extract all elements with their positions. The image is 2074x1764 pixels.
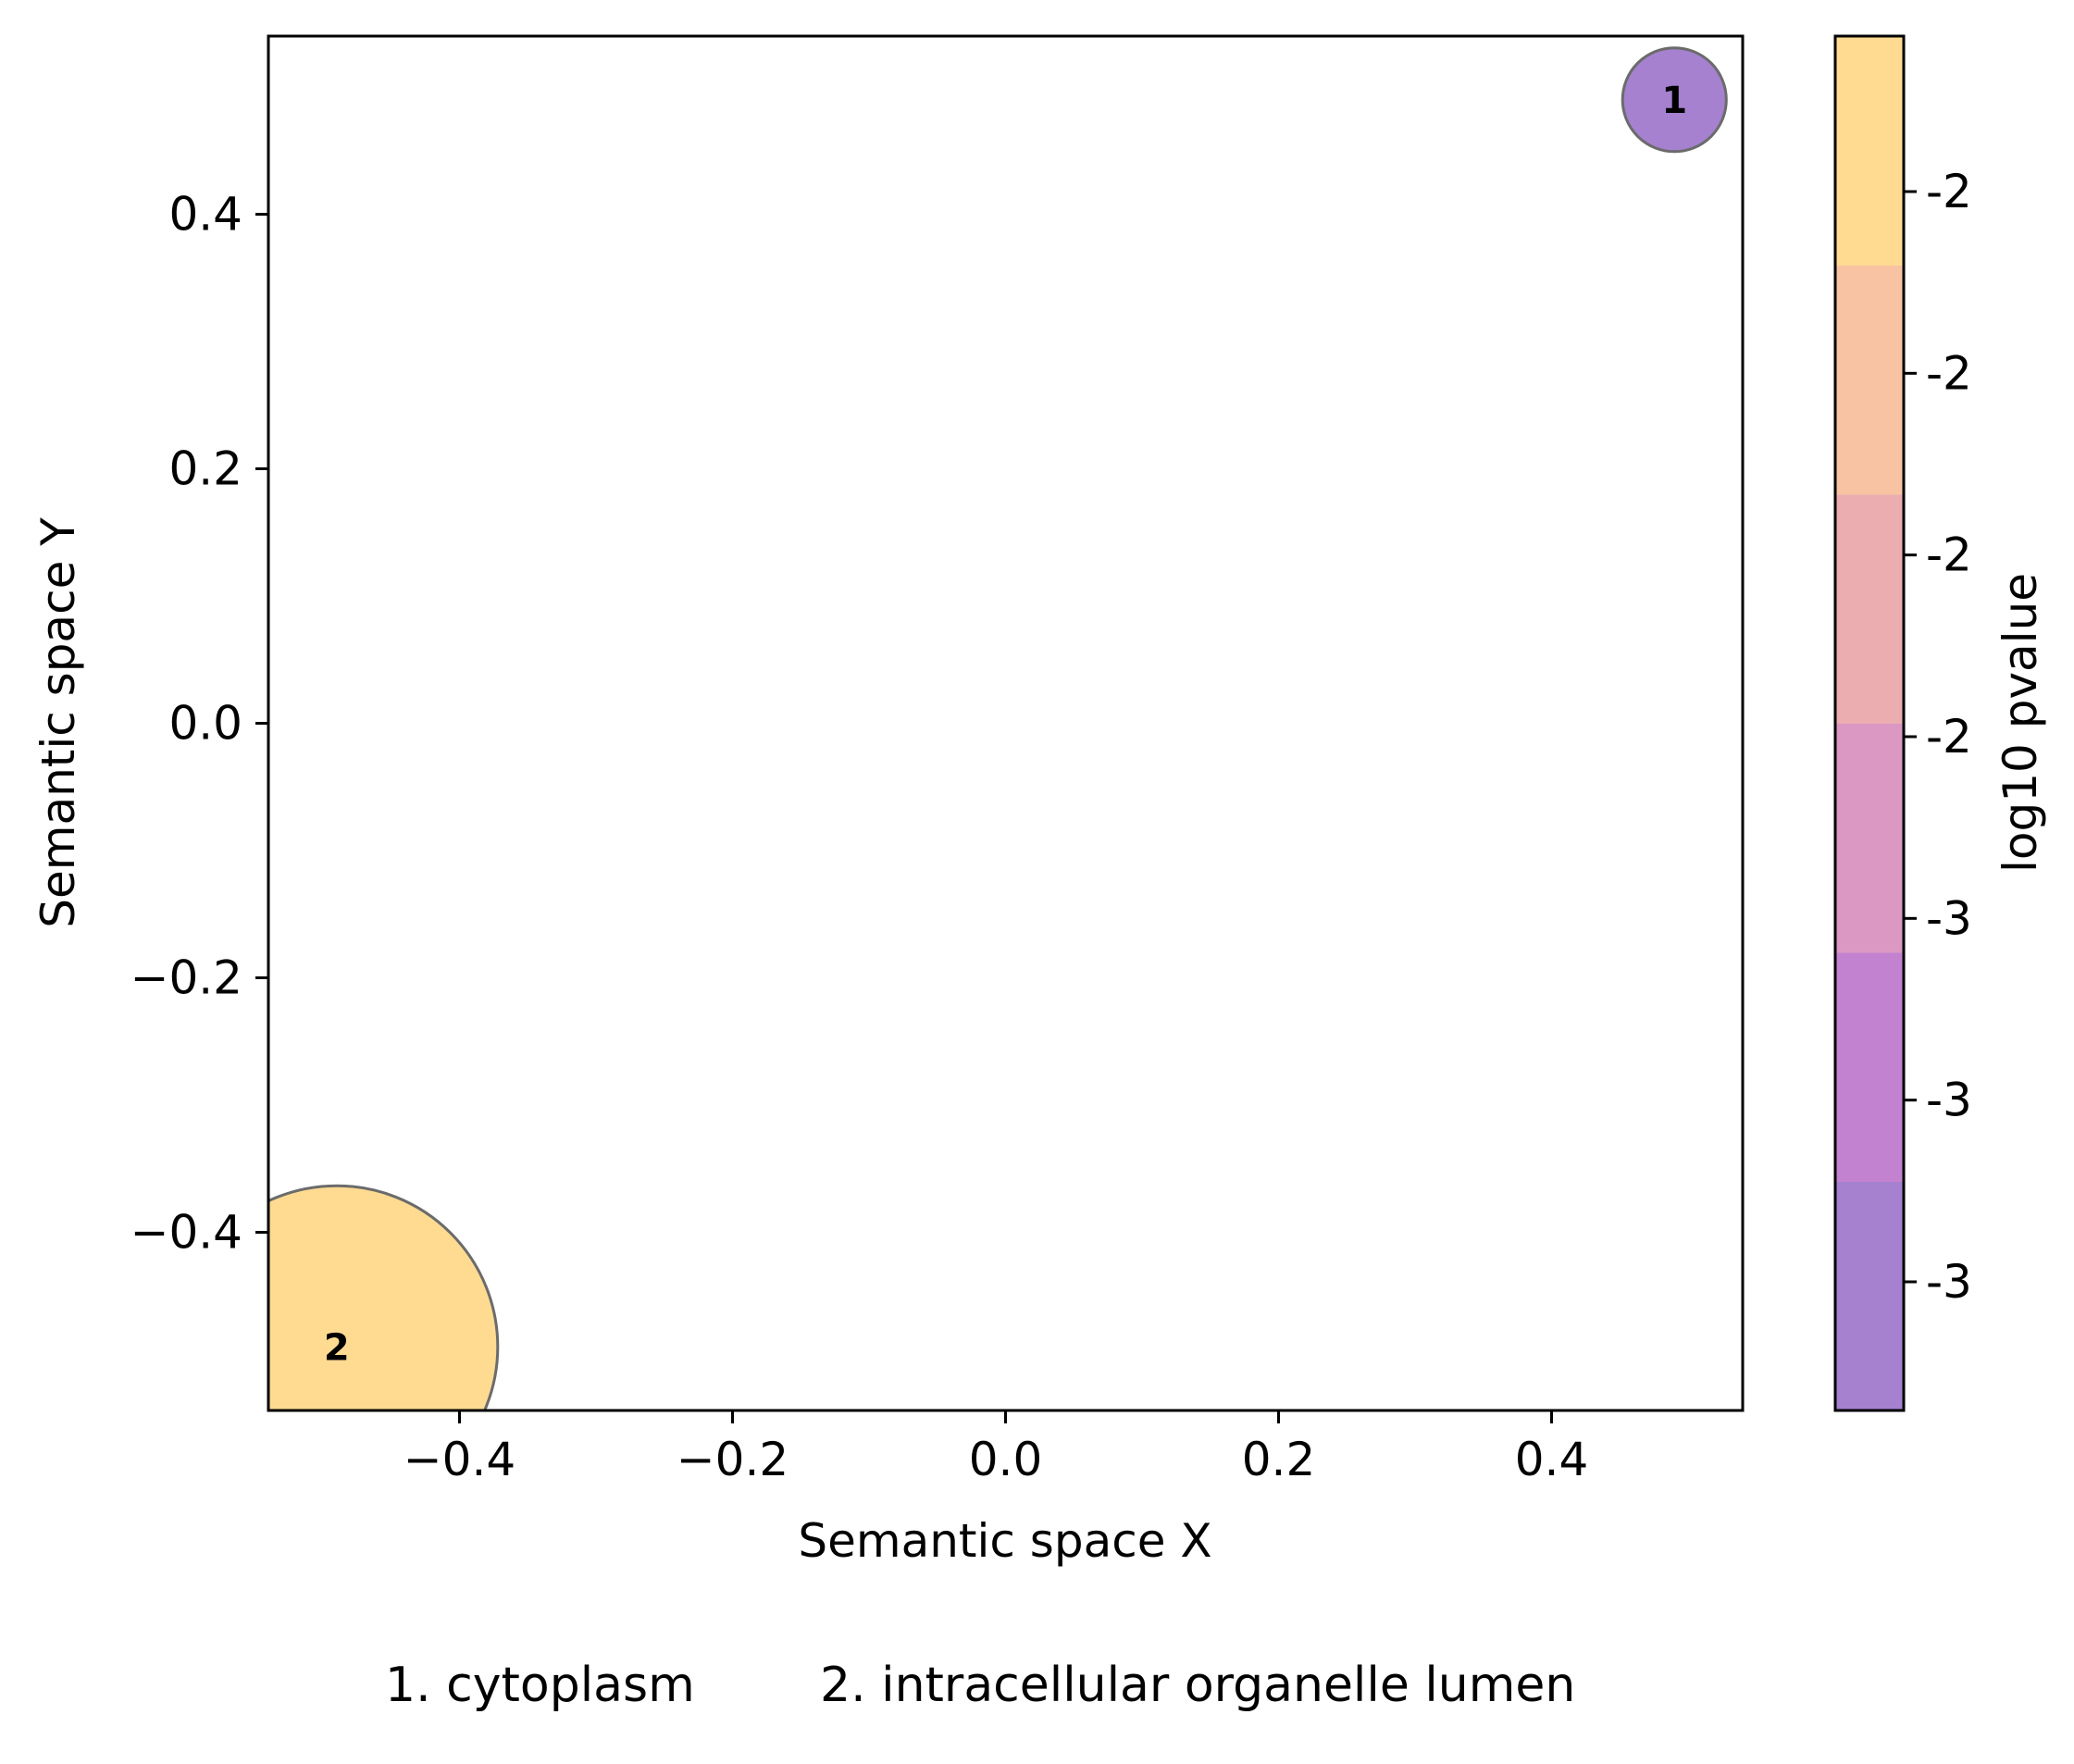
bubble-2 — [268, 1184, 500, 1410]
y-tick-label: 0.2 — [168, 442, 242, 496]
colorbar-band — [1835, 952, 1904, 1182]
x-tick-label: 0.2 — [1242, 1433, 1316, 1486]
y-tick-label: 0.0 — [168, 697, 242, 751]
colorbar-ticks: -3 -3 -3 -2 -2 -2 -2 — [1904, 165, 1972, 1309]
footer-legend: 1. cytoplasm 2. intracellular organelle … — [385, 1658, 1575, 1713]
colorbar-band — [1835, 723, 1904, 953]
colorbar-tick-label: -3 — [1926, 891, 1972, 945]
x-tick-label: −0.2 — [677, 1433, 789, 1486]
footer-legend-item-2: 2. intracellular organelle lumen — [820, 1658, 1575, 1713]
colorbar-tick-label: -2 — [1926, 528, 1972, 582]
colorbar-tick-label: -3 — [1926, 1074, 1972, 1127]
bubble-labels: 12 — [324, 80, 1687, 1370]
x-axis-ticks: −0.4 −0.2 0.0 0.2 0.4 — [404, 1410, 1588, 1486]
colorbar-tick-label: -2 — [1926, 346, 1972, 400]
x-tick-label: −0.4 — [404, 1433, 515, 1486]
colorbar-bands — [1835, 36, 1904, 1411]
bubbles — [268, 46, 1728, 1410]
bubble-label-2: 2 — [324, 1326, 350, 1369]
y-tick-label: −0.2 — [130, 951, 242, 1005]
x-axis-label: Semantic space X — [798, 1514, 1211, 1568]
colorbar-frame — [1833, 34, 1906, 1412]
colorbar-band — [1835, 265, 1904, 495]
colorbar-tick-label: -2 — [1926, 710, 1972, 764]
y-axis-ticks: −0.4 −0.2 0.0 0.2 0.4 — [130, 188, 268, 1260]
y-tick-label: 0.4 — [168, 188, 242, 242]
x-tick-label: 0.0 — [969, 1433, 1043, 1486]
footer-legend-item-1: 1. cytoplasm — [385, 1658, 695, 1713]
colorbar-tick-label: -2 — [1926, 165, 1972, 218]
x-tick-label: 0.4 — [1515, 1433, 1589, 1486]
colorbar-band — [1835, 494, 1904, 724]
bubble-1 — [1621, 46, 1728, 154]
colorbar: -3 -3 -3 -2 -2 -2 -2 log10 pvalue — [1833, 34, 2047, 1412]
colorbar-band — [1835, 36, 1904, 266]
colorbar-label: log10 pvalue — [1993, 573, 2047, 873]
colorbar-tick-label: -3 — [1926, 1255, 1972, 1309]
bubble-label-1: 1 — [1661, 80, 1687, 122]
y-tick-label: −0.4 — [130, 1206, 242, 1260]
colorbar-band — [1835, 1181, 1904, 1411]
y-axis-label: Semantic space Y — [31, 517, 85, 928]
